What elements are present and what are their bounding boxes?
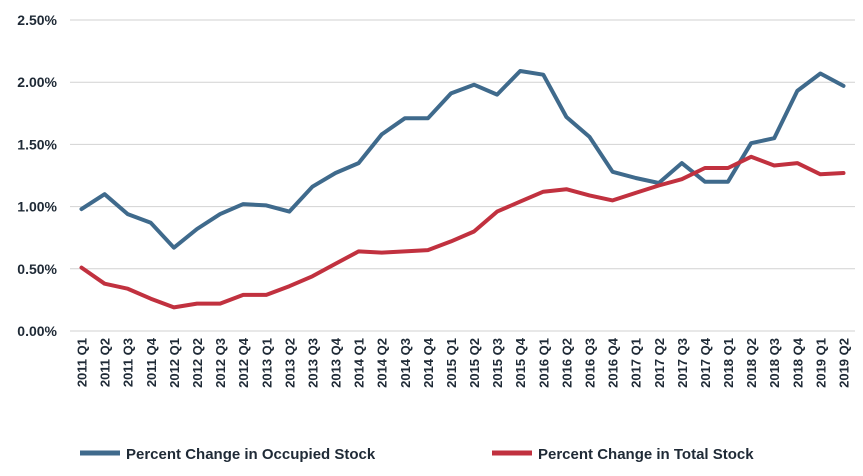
x-tick-label: 2016 Q1 xyxy=(536,338,551,388)
y-tick-label: 0.50% xyxy=(17,261,57,277)
x-tick-label: 2019 Q1 xyxy=(813,338,828,388)
y-tick-label: 2.50% xyxy=(17,12,57,28)
x-tick-label: 2016 Q2 xyxy=(559,338,574,388)
x-tick-label: 2017 Q4 xyxy=(698,337,713,388)
x-tick-label: 2017 Q2 xyxy=(652,338,667,388)
x-tick-label: 2019 Q2 xyxy=(836,338,851,388)
x-tick-label: 2017 Q1 xyxy=(629,338,644,388)
x-tick-label: 2011 Q4 xyxy=(144,337,159,387)
x-tick-label: 2018 Q3 xyxy=(767,338,782,388)
legend: Percent Change in Occupied Stock Percent… xyxy=(80,446,754,463)
y-tick-label: 2.00% xyxy=(17,74,57,90)
x-tick-label: 2016 Q3 xyxy=(582,338,597,388)
x-tick-label: 2011 Q3 xyxy=(121,338,136,387)
y-tick-label: 0.00% xyxy=(17,323,57,339)
x-tick-label: 2018 Q4 xyxy=(790,337,805,388)
x-tick-label: 2015 Q1 xyxy=(444,338,459,388)
x-tick-label: 2015 Q2 xyxy=(467,338,482,388)
x-tick-label: 2014 Q3 xyxy=(398,338,413,388)
x-tick-label: 2013 Q4 xyxy=(329,337,344,388)
y-tick-label: 1.50% xyxy=(17,136,57,152)
x-tick-label: 2012 Q3 xyxy=(213,338,228,388)
series-lines xyxy=(79,69,846,310)
x-tick-label: 2014 Q4 xyxy=(421,337,436,388)
legend-label-occupied-stock: Percent Change in Occupied Stock xyxy=(126,446,376,463)
x-tick-label: 2015 Q4 xyxy=(513,337,528,388)
x-tick-label: 2018 Q1 xyxy=(721,338,736,388)
series-line-total-stock xyxy=(79,154,846,310)
x-tick-label: 2012 Q4 xyxy=(236,337,251,388)
x-tick-label: 2016 Q4 xyxy=(606,337,621,388)
x-tick-label: 2012 Q2 xyxy=(190,338,205,388)
x-tick-label: 2017 Q3 xyxy=(675,338,690,388)
x-tick-label: 2013 Q1 xyxy=(259,338,274,388)
x-tick-label: 2011 Q2 xyxy=(98,338,113,387)
x-tick-label: 2012 Q1 xyxy=(167,338,182,388)
x-tick-label: 2011 Q1 xyxy=(75,338,90,387)
x-axis-tick-labels: 2011 Q1 2011 Q2 2011 Q3 2011 Q4 2012 Q1 2012 … xyxy=(75,337,852,388)
x-tick-label: 2013 Q3 xyxy=(305,338,320,388)
series-line-occupied-stock xyxy=(79,69,846,250)
y-tick-label: 1.00% xyxy=(17,199,57,215)
y-axis-tick-labels: 0.00% 0.50% 1.00% 1.50% 2.00% 2.50% xyxy=(17,12,57,339)
legend-label-total-stock: Percent Change in Total Stock xyxy=(538,446,754,463)
x-tick-label: 2013 Q2 xyxy=(282,338,297,388)
x-tick-label: 2018 Q2 xyxy=(744,338,759,388)
x-tick-label: 2015 Q3 xyxy=(490,338,505,388)
x-tick-label: 2014 Q1 xyxy=(352,338,367,388)
x-tick-label: 2014 Q2 xyxy=(375,338,390,388)
gridlines xyxy=(70,19,855,332)
